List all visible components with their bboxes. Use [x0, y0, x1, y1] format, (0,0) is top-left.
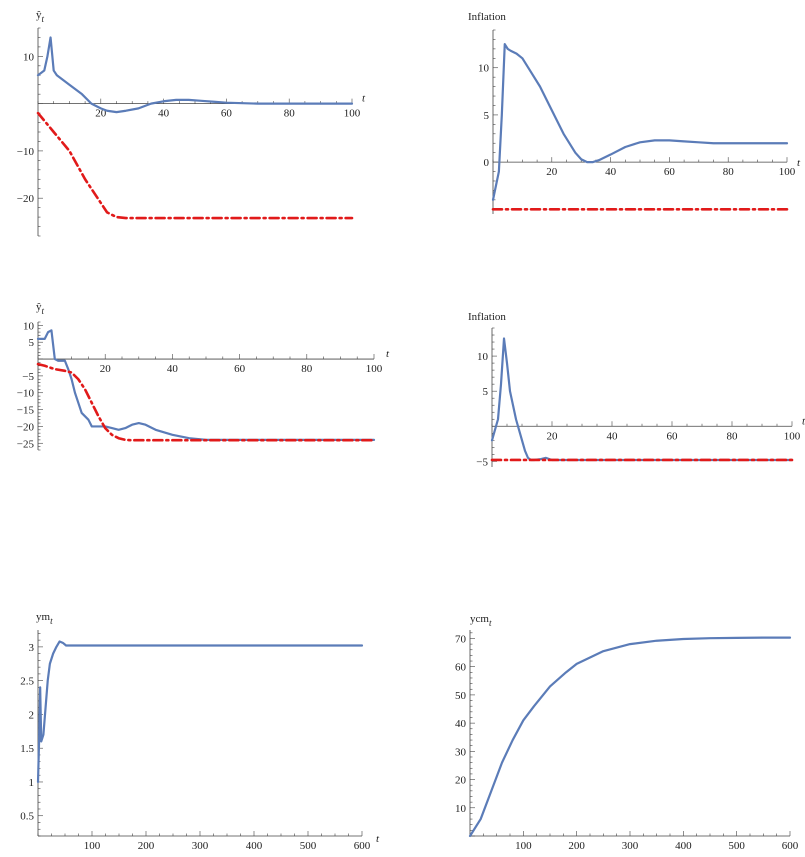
x-axis-label: t [362, 93, 366, 105]
x-tick-label: 400 [246, 840, 263, 852]
y-tick-label: 60 [455, 662, 467, 674]
y-tick-label: −25 [17, 438, 35, 450]
series-line-solid [36, 36, 354, 114]
y-tick-label: 70 [455, 633, 467, 645]
x-tick-label: 20 [547, 430, 559, 442]
x-tick-label: 100 [366, 363, 383, 375]
series-line-solid [468, 636, 792, 838]
x-axis-label: t [386, 348, 390, 360]
series-line-solid [491, 43, 789, 201]
y-tick-label: 50 [455, 690, 467, 702]
x-tick-label: 100 [344, 108, 361, 120]
x-axis-label: t [797, 157, 801, 169]
y-tick-label: −10 [17, 388, 35, 400]
series-line-dashdot [36, 111, 354, 220]
x-tick-label: 60 [667, 430, 679, 442]
y-axis-label: Inflation [468, 311, 506, 323]
x-tick-label: 100 [784, 430, 801, 442]
panel-3-output-gap: 20 40 60 80 100 10 5 −5 −10 −15 −20 −25 ŷt t [17, 301, 390, 451]
y-tick-label: 0 [484, 157, 490, 169]
x-tick-label: 40 [605, 166, 617, 178]
y-tick-label: 3 [29, 642, 35, 654]
x-tick-label: 200 [568, 840, 585, 852]
x-tick-label: 60 [234, 363, 246, 375]
x-tick-label: 200 [138, 840, 155, 852]
y-tick-label: −10 [17, 146, 35, 158]
y-axis-label: ŷt [36, 9, 45, 24]
x-tick-label: 60 [221, 108, 233, 120]
y-tick-label: 1.5 [20, 743, 34, 755]
panel-5-ym: 100 200 300 400 500 600 3 2.5 2 1.5 1 0.5 ymt t [20, 611, 380, 852]
y-tick-label: −20 [17, 193, 35, 205]
y-tick-label: 10 [478, 63, 490, 75]
y-axis-label: ŷt [36, 301, 45, 316]
y-tick-label: 10 [455, 803, 467, 815]
y-tick-label: 5 [483, 386, 489, 398]
x-axis-label: t [802, 415, 805, 427]
x-tick-label: 500 [300, 840, 317, 852]
y-tick-label: −5 [476, 456, 488, 468]
x-tick-label: 20 [546, 166, 558, 178]
y-axis-label: ymt [36, 611, 53, 626]
x-tick-label: 80 [284, 108, 296, 120]
y-tick-label: 10 [23, 320, 35, 332]
y-tick-label: −15 [17, 405, 35, 417]
y-tick-label: −20 [17, 421, 35, 433]
y-tick-label: 5 [484, 110, 490, 122]
y-tick-label: 10 [23, 51, 35, 63]
x-tick-label: 60 [664, 166, 676, 178]
x-tick-label: 400 [675, 840, 692, 852]
y-tick-label: −5 [22, 371, 34, 383]
x-tick-label: 40 [167, 363, 179, 375]
y-tick-label: 0.5 [20, 811, 34, 823]
series-line-solid [36, 640, 364, 784]
panel-6-ycm: 100 200 300 400 500 600 70 60 50 40 30 20 10 ycmt [455, 613, 799, 852]
x-axis-label: t [376, 833, 380, 845]
y-tick-label: 30 [455, 746, 467, 758]
y-axis-label: ycmt [470, 613, 492, 628]
x-tick-label: 80 [727, 430, 739, 442]
series-line-solid [490, 337, 794, 462]
x-tick-label: 100 [515, 840, 532, 852]
x-tick-label: 600 [782, 840, 799, 852]
x-tick-label: 80 [723, 166, 735, 178]
y-tick-label: 10 [477, 351, 489, 363]
x-tick-label: 20 [95, 108, 107, 120]
y-tick-label: 20 [455, 775, 467, 787]
y-tick-label: 1 [29, 777, 35, 789]
x-tick-label: 20 [100, 363, 112, 375]
panel-1-output-gap: 20 40 60 80 100 10 −10 −20 ŷt t [17, 9, 366, 237]
panel-2-inflation: 20 40 60 80 100 10 5 0 Inflation t [468, 11, 801, 214]
series-line-dashdot [36, 362, 376, 442]
y-tick-label: 5 [29, 337, 35, 349]
x-tick-label: 80 [301, 363, 313, 375]
panel-4-inflation: 20 40 60 80 100 10 5 −5 Inflation t [468, 311, 805, 468]
y-axis-label: Inflation [468, 11, 506, 23]
x-tick-label: 100 [779, 166, 796, 178]
x-tick-label: 500 [728, 840, 745, 852]
y-tick-label: 2 [29, 709, 35, 721]
x-tick-label: 40 [607, 430, 619, 442]
x-tick-label: 300 [192, 840, 209, 852]
y-tick-label: 40 [455, 718, 467, 730]
y-tick-label: 2.5 [20, 676, 34, 688]
series-line-solid [36, 329, 376, 441]
x-tick-label: 100 [84, 840, 101, 852]
x-tick-label: 40 [158, 108, 170, 120]
x-tick-label: 300 [622, 840, 639, 852]
x-tick-label: 600 [354, 840, 371, 852]
